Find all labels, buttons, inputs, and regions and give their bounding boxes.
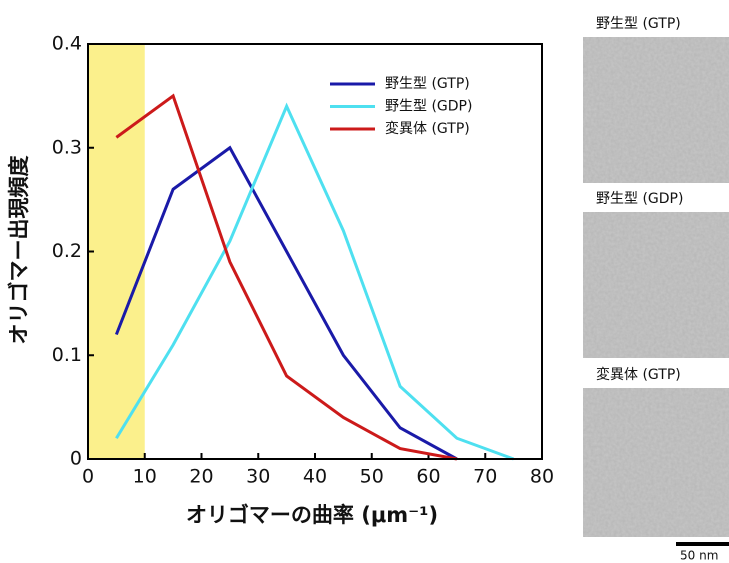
micrograph-texture	[583, 212, 729, 358]
legend-label: 野生型 (GDP)	[385, 99, 472, 115]
plot-frame	[87, 43, 543, 460]
image-label: 野生型 (GDP)	[596, 191, 683, 207]
x-tick-label: 40	[303, 466, 327, 488]
x-tick-label: 0	[82, 466, 94, 488]
y-axis-label: オリゴマー出現頻度	[7, 156, 31, 345]
x-tick-label: 20	[189, 466, 213, 488]
series-line	[115, 93, 458, 461]
y-tick-label: 0.4	[52, 33, 82, 55]
series-line	[115, 102, 515, 461]
micrograph-texture	[583, 37, 729, 183]
scale-bar-label: 50 nm	[680, 549, 718, 563]
y-tick-label: 0.3	[52, 136, 82, 158]
image-label: 変異体 (GTP)	[596, 366, 681, 383]
x-tick-label: 70	[473, 466, 497, 488]
legend-label: 野生型 (GTP)	[385, 76, 470, 92]
series-line	[114, 145, 458, 461]
x-axis-label: オリゴマーの曲率 (μm⁻¹)	[186, 503, 438, 527]
y-tick-label: 0	[70, 448, 82, 470]
legend-label: 変異体 (GTP)	[385, 120, 470, 137]
y-tick-label: 0.2	[52, 240, 82, 262]
shaded-region	[88, 44, 145, 459]
y-tick-label: 0.1	[52, 344, 82, 366]
x-tick-label: 30	[246, 466, 270, 488]
x-tick-label: 80	[530, 466, 554, 488]
scale-bar	[676, 542, 729, 546]
x-tick-label: 50	[360, 466, 384, 488]
x-tick-label: 60	[416, 466, 440, 488]
image-label: 野生型 (GTP)	[596, 16, 681, 32]
x-tick-label: 10	[133, 466, 157, 488]
micrograph-texture	[583, 388, 729, 537]
